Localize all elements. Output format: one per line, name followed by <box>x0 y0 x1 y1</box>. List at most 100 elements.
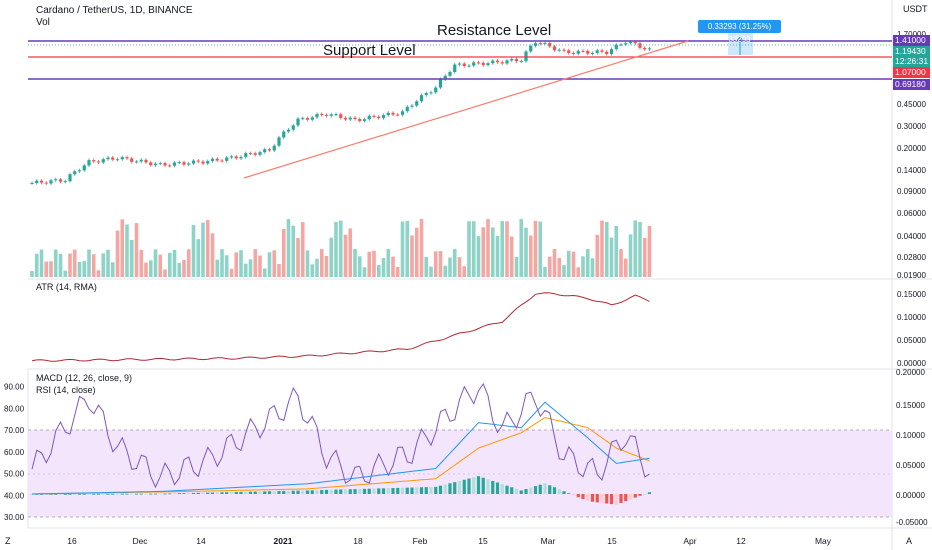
candle-body <box>519 61 523 63</box>
candle-body <box>429 92 433 94</box>
macd-histogram-bar <box>543 483 547 494</box>
volume-bar <box>628 234 633 277</box>
atr-axis-ticks: 0.15000 0.10000 0.05000 0.00000 <box>897 290 926 368</box>
candle-body <box>163 163 167 166</box>
trend-line[interactable] <box>243 40 689 179</box>
volume-bar <box>305 250 310 277</box>
volume-bar <box>324 256 329 277</box>
symbol-title[interactable]: Cardano / TetherUS, 1D, BINANCE <box>36 5 193 16</box>
volume-bar <box>110 262 115 277</box>
macd-histogram-bar <box>153 493 158 495</box>
macd-histogram-bar <box>396 487 400 494</box>
macd-histogram-bar <box>54 493 58 495</box>
candle-body <box>500 62 504 64</box>
volume-bar <box>53 249 58 277</box>
volume-bar <box>614 226 619 277</box>
volume-bar <box>220 249 224 277</box>
candle-body <box>191 160 196 164</box>
volume-bar <box>125 224 129 277</box>
volume-bar <box>334 221 338 277</box>
macd-histogram-bar <box>44 493 48 495</box>
macd-histogram-bar <box>581 494 585 500</box>
candle-body <box>324 114 329 116</box>
macd-histogram-bar <box>548 485 552 494</box>
rsi-tick-label: 60.00 <box>4 448 25 457</box>
macd-line <box>31 401 650 495</box>
candle-body <box>315 114 319 118</box>
currency-label: USDT <box>903 4 928 14</box>
volume-bar <box>338 220 343 277</box>
rsi-tick-label: 70.00 <box>4 426 25 435</box>
countdown-badge: 12:26:31 <box>893 56 930 67</box>
candle-body <box>491 60 495 64</box>
macd-tick-label: -0.05000 <box>896 518 928 527</box>
candle-body <box>557 49 561 51</box>
zoom-toggle[interactable]: Z <box>5 536 11 546</box>
macd-histogram <box>30 476 652 505</box>
macd-histogram-bar <box>491 480 495 494</box>
macd-histogram-bar <box>353 489 357 494</box>
volume-bar <box>433 251 438 277</box>
auto-scale-toggle[interactable]: A <box>906 536 913 546</box>
resistance-annotation[interactable]: Resistance Level <box>437 22 552 39</box>
candle-body <box>386 112 390 116</box>
candle-body <box>581 50 585 52</box>
volume-bar <box>619 249 623 277</box>
volume-bar <box>410 235 414 277</box>
candle-body <box>633 41 637 44</box>
atr-line <box>31 292 650 362</box>
candle-body <box>301 118 305 120</box>
candle-body <box>272 145 276 151</box>
support-annotation[interactable]: Support Level <box>323 42 416 59</box>
candle-body <box>514 58 519 62</box>
volume-bar <box>186 249 191 277</box>
time-tick-label: May <box>815 536 832 546</box>
candle-body <box>486 63 490 66</box>
candle-body <box>258 152 262 155</box>
candle-body <box>367 115 371 120</box>
volume-bar <box>562 265 566 277</box>
candle-body <box>400 111 405 115</box>
volume-bar <box>68 253 72 277</box>
volume-bar <box>429 266 433 277</box>
volume-bar <box>557 258 562 277</box>
time-axis-ticks: 16 Dec 14 2021 18 Feb 15 Mar 15 Apr 12 May <box>67 536 832 546</box>
candle-body <box>63 181 67 183</box>
time-tick-label: 16 <box>67 536 77 546</box>
macd-histogram-bar <box>334 489 338 494</box>
macd-histogram-bar <box>348 489 352 494</box>
volume-bar <box>101 253 106 277</box>
candle-body <box>125 157 129 159</box>
macd-histogram-bar <box>372 488 376 494</box>
atr-tick-label: 0.00000 <box>897 359 926 368</box>
macd-histogram-bar <box>448 483 452 494</box>
volume-bar <box>277 263 281 277</box>
macd-histogram-bar <box>476 476 481 494</box>
macd-histogram-bar <box>381 488 386 494</box>
macd-histogram-bar <box>434 486 438 494</box>
macd-histogram-bar <box>291 490 295 494</box>
candle-body <box>638 43 642 48</box>
macd-histogram-bar <box>624 494 628 502</box>
rsi-tick-label: 40.00 <box>4 491 25 500</box>
volume-bar <box>210 233 215 277</box>
macd-histogram-bar <box>419 487 424 494</box>
volume-bar <box>362 267 367 277</box>
volume-bar <box>77 261 82 277</box>
volume-bar <box>528 235 533 277</box>
macd-histogram-bar <box>139 493 143 495</box>
volume-bar <box>139 249 144 277</box>
candle-body <box>248 153 253 155</box>
macd-tick-label: 0.10000 <box>896 431 925 440</box>
candle-body <box>144 159 148 163</box>
macd-histogram-bar <box>182 493 186 494</box>
candle-body <box>82 165 86 171</box>
candle-body <box>628 41 633 44</box>
volume-bar <box>144 262 148 277</box>
macd-histogram-bar <box>149 493 153 495</box>
volume-bar <box>452 249 457 277</box>
macd-histogram-bar <box>267 491 272 494</box>
volume-bar <box>177 262 182 277</box>
macd-histogram-bar <box>571 494 576 496</box>
measure-label[interactable]: 0.33293 (31.25%) 33293 <box>698 20 781 44</box>
